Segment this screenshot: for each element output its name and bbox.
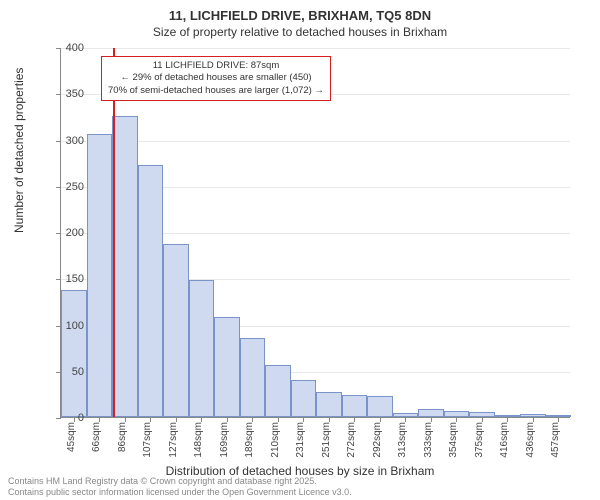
annotation-line-2: 70% of semi-detached houses are larger (… bbox=[108, 85, 324, 97]
histogram-bar bbox=[61, 290, 87, 417]
x-tick-label: 457sqm bbox=[550, 422, 561, 458]
plot-area: 45sqm66sqm86sqm107sqm127sqm148sqm169sqm1… bbox=[60, 48, 570, 418]
x-tick-label: 272sqm bbox=[346, 422, 357, 458]
x-tick-label: 436sqm bbox=[525, 422, 536, 458]
y-tick-label: 150 bbox=[66, 273, 84, 285]
x-tick-label: 231sqm bbox=[295, 422, 306, 458]
histogram-bar bbox=[418, 409, 444, 417]
histogram-bar bbox=[291, 380, 317, 417]
histogram-bar bbox=[163, 244, 189, 417]
y-tick bbox=[56, 94, 61, 95]
histogram-bar bbox=[342, 395, 368, 417]
x-tick-label: 189sqm bbox=[244, 422, 255, 458]
x-tick-label: 333sqm bbox=[423, 422, 434, 458]
histogram-bar bbox=[265, 365, 291, 417]
marker-line bbox=[113, 48, 115, 417]
annotation-line-1: ← 29% of detached houses are smaller (45… bbox=[108, 72, 324, 84]
footer-line-0: Contains HM Land Registry data © Crown c… bbox=[8, 476, 352, 487]
y-tick-label: 200 bbox=[66, 227, 84, 239]
x-tick-label: 251sqm bbox=[321, 422, 332, 458]
gridline bbox=[61, 48, 570, 49]
y-tick bbox=[56, 141, 61, 142]
chart-container: 11, LICHFIELD DRIVE, BRIXHAM, TQ5 8DN Si… bbox=[0, 0, 600, 500]
y-tick-label: 250 bbox=[66, 181, 84, 193]
histogram-bar bbox=[112, 116, 138, 417]
x-tick-label: 292sqm bbox=[372, 422, 383, 458]
y-tick-label: 100 bbox=[66, 320, 84, 332]
x-tick-label: 148sqm bbox=[193, 422, 204, 458]
histogram-bar bbox=[87, 134, 113, 417]
histogram-bar bbox=[367, 396, 393, 417]
y-tick bbox=[56, 418, 61, 419]
histogram-bar bbox=[138, 165, 164, 417]
y-tick bbox=[56, 187, 61, 188]
annotation-line-0: 11 LICHFIELD DRIVE: 87sqm bbox=[108, 60, 324, 72]
y-tick-label: 0 bbox=[78, 412, 84, 424]
x-tick-label: 86sqm bbox=[117, 422, 128, 452]
footer-line-1: Contains public sector information licen… bbox=[8, 487, 352, 498]
chart-title-main: 11, LICHFIELD DRIVE, BRIXHAM, TQ5 8DN bbox=[0, 0, 600, 23]
y-tick bbox=[56, 48, 61, 49]
y-tick-label: 350 bbox=[66, 88, 84, 100]
annotation-box: 11 LICHFIELD DRIVE: 87sqm ← 29% of detac… bbox=[101, 56, 331, 101]
histogram-bar bbox=[214, 317, 240, 417]
y-tick bbox=[56, 233, 61, 234]
x-tick-label: 354sqm bbox=[448, 422, 459, 458]
footer: Contains HM Land Registry data © Crown c… bbox=[8, 476, 352, 498]
histogram-bar bbox=[316, 392, 342, 417]
y-tick-label: 50 bbox=[72, 366, 84, 378]
x-tick-label: 375sqm bbox=[474, 422, 485, 458]
x-tick-label: 210sqm bbox=[270, 422, 281, 458]
histogram-bar bbox=[240, 338, 266, 417]
x-tick-label: 313sqm bbox=[397, 422, 408, 458]
x-tick-label: 45sqm bbox=[66, 422, 77, 452]
x-tick-label: 169sqm bbox=[219, 422, 230, 458]
x-tick-label: 107sqm bbox=[142, 422, 153, 458]
histogram-bar bbox=[189, 280, 215, 417]
x-tick-label: 66sqm bbox=[91, 422, 102, 452]
y-axis-label: Number of detached properties bbox=[12, 68, 26, 233]
y-tick bbox=[56, 279, 61, 280]
x-tick-label: 416sqm bbox=[499, 422, 510, 458]
chart-title-sub: Size of property relative to detached ho… bbox=[0, 23, 600, 39]
y-tick-label: 300 bbox=[66, 135, 84, 147]
x-tick-label: 127sqm bbox=[168, 422, 179, 458]
y-tick-label: 400 bbox=[66, 42, 84, 54]
